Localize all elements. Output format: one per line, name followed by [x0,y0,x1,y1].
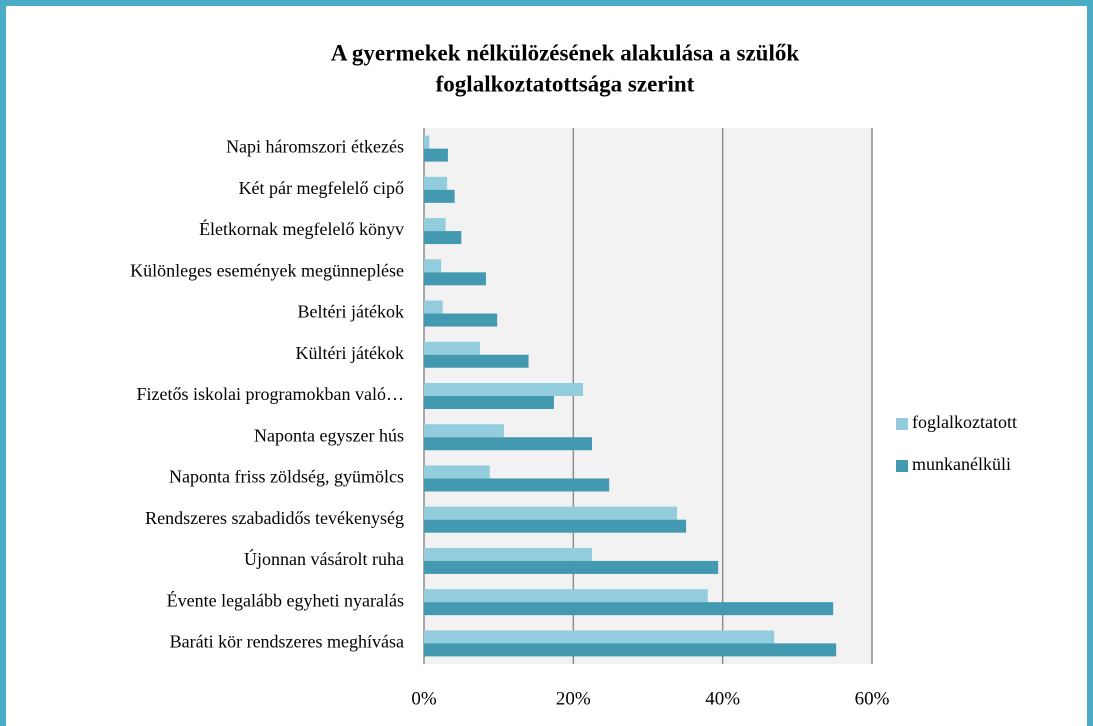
y-tick-label: Újonnan vásárolt ruha [244,548,404,569]
bar [424,259,442,273]
y-tick-label: Naponta friss zöldség, gyümölcs [169,467,404,487]
bar [424,506,678,520]
bar [424,560,719,574]
bar [424,465,490,479]
x-tick-label: 40% [705,688,740,709]
y-tick-label: Napi háromszori étkezés [226,137,404,157]
bar [424,189,455,203]
bar [424,478,610,492]
bar [424,341,480,355]
bar [424,354,529,368]
legend-swatch [896,460,908,472]
y-tick-label: Életkornak megfelelő könyv [199,218,404,239]
y-tick-label: Baráti kör rendszeres meghívása [170,632,404,652]
y-tick-label: Rendszeres szabadidős tevékenység [145,508,404,528]
legend-label: foglalkoztatott [912,412,1017,432]
bar [424,176,448,190]
y-tick-label: Naponta egyszer hús [254,425,404,445]
legend-swatch [896,418,908,430]
y-tick-label: Beltéri játékok [298,302,404,322]
bar [424,218,446,232]
bar [424,272,486,286]
bar [424,602,834,616]
bar [424,383,584,396]
bar [424,589,708,603]
bar [424,437,592,451]
bar [424,313,498,327]
bar [424,300,443,314]
bar [424,148,448,162]
x-tick-label: 20% [556,688,591,709]
y-tick-label: Különleges események megünneplése [130,260,404,280]
chart-title: foglalkoztatottsága szerint [436,71,695,96]
bar [424,519,687,533]
bar [424,547,592,561]
y-tick-label: Fizetős iskolai programokban való… [137,384,404,404]
bar [424,630,775,644]
bar [424,231,462,245]
chart-title: A gyermekek nélkülözésének alakulása a s… [331,40,800,65]
y-tick-label: Kültéri játékok [296,343,404,363]
bar [424,396,554,409]
bar [424,135,430,149]
bar [424,424,504,438]
bar [424,643,837,657]
x-tick-label: 60% [855,688,890,709]
x-tick-label: 0% [411,688,437,709]
y-tick-label: Két pár megfelelő cipő [239,178,404,198]
y-tick-label: Évente legalább egyheti nyaralás [167,589,404,610]
legend-label: munkanélküli [912,454,1011,474]
